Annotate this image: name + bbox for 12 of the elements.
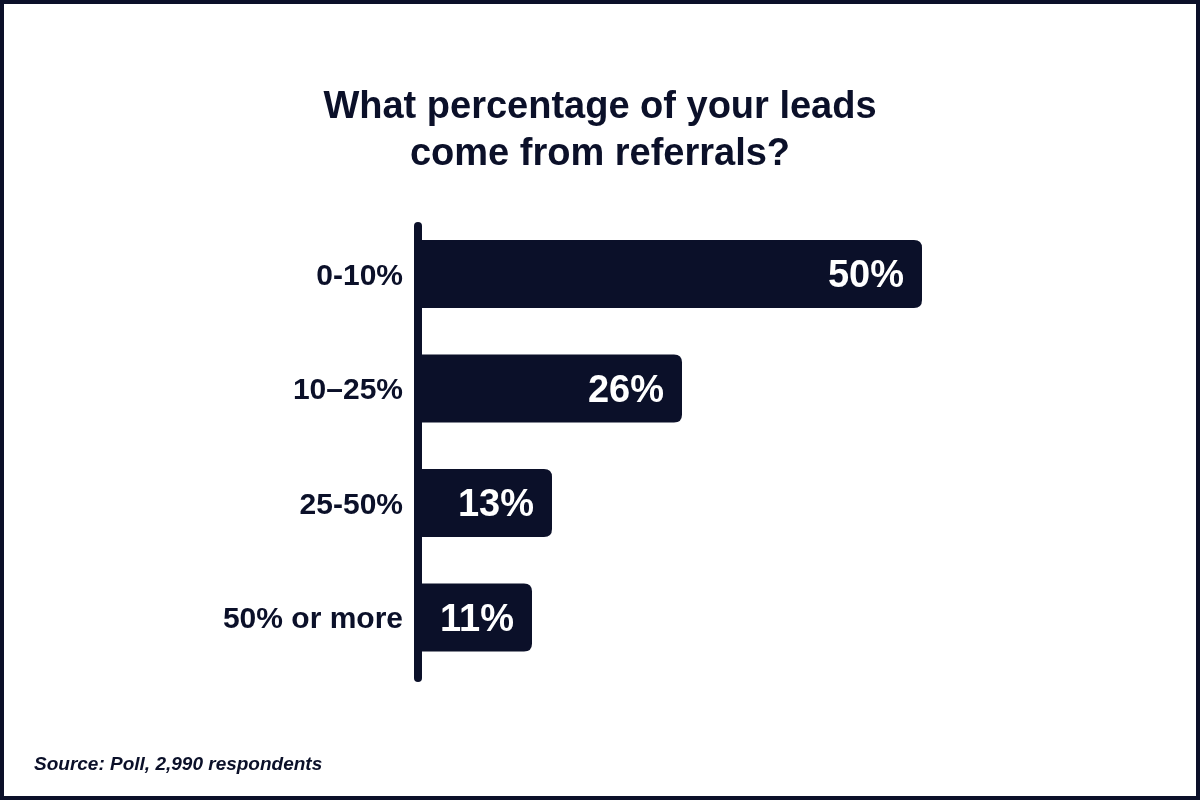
source-note: Source: Poll, 2,990 respondents (34, 753, 323, 774)
data-label: 26% (587, 367, 664, 410)
y-tick-label: 25-50% (299, 486, 403, 520)
y-tick-label: 10–25% (292, 372, 403, 405)
data-label: 50% (827, 253, 904, 296)
data-label: 11% (440, 596, 514, 639)
chart-title: What percentage of your leads come from referrals? (323, 84, 877, 173)
y-tick-label: 0-10% (316, 257, 403, 291)
bar (422, 240, 922, 308)
y-tick-label: 50% or more (222, 601, 403, 634)
data-label: 13% (457, 482, 534, 525)
bar (422, 354, 682, 423)
